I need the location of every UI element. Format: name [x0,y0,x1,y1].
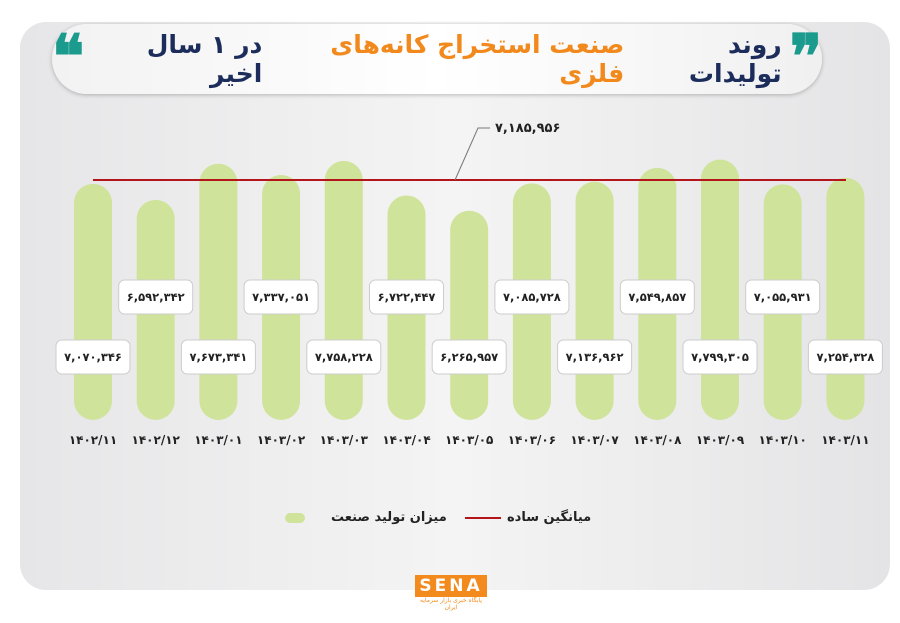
data-label: ۶,۵۹۲,۳۴۲ [127,290,185,304]
sena-logo: SENA پایگاه خبری بازار سرمایه ایران [415,575,487,611]
data-label: ۷,۷۵۸,۲۲۸ [315,350,373,364]
legend-label-production: میزان تولید صنعت [331,510,447,525]
bar [74,183,112,420]
close-quote-icon: ❝ [52,22,85,92]
data-label: ۶,۷۲۲,۴۴۷ [378,290,436,304]
bar [826,177,865,420]
data-label-box [494,279,570,315]
x-tick-label: ۱۴۰۳/۱۱ [821,433,869,447]
logo-subtitle: پایگاه خبری بازار سرمایه ایران [420,597,482,611]
data-label: ۷,۱۳۶,۹۶۲ [566,350,624,364]
data-label-box [745,279,821,315]
data-label-box [619,279,695,315]
x-tick-label: ۱۴۰۲/۱۲ [132,433,181,447]
data-label-box [369,279,444,315]
title-part3: در ۱ سال اخیر [146,30,263,88]
average-value-label: ۷,۱۸۵,۹۵۶ [495,121,560,136]
x-tick-label: ۱۴۰۳/۰۵ [445,433,493,447]
bar [324,160,363,421]
bar [450,210,489,420]
x-tick-label: ۱۴۰۳/۰۳ [320,433,369,447]
data-label-box [243,279,319,315]
data-label-box [55,339,131,375]
x-tick-label: ۱۴۰۳/۱۰ [759,433,807,447]
open-quote-icon: ❞ [789,22,822,92]
data-label-box [180,339,256,375]
bar [199,163,238,420]
average-leader-line [454,127,490,181]
data-label-box [557,339,633,375]
legend-swatch-red [465,516,501,519]
x-tick-label: ۱۴۰۳/۰۲ [257,433,306,447]
data-label-box [807,339,883,375]
x-tick-label: ۱۴۰۳/۰۹ [696,433,745,447]
legend-label-average: میانگین ساده [507,510,592,525]
title-part1: روند تولیدات [688,30,782,88]
data-label-box [118,279,194,315]
legend-production: میزان تولید صنعت [285,510,447,525]
data-label: ۷,۵۴۹,۸۵۷ [628,290,686,304]
x-tick-label: ۱۴۰۲/۱۱ [69,433,117,447]
x-tick-label: ۱۴۰۳/۰۱ [194,433,242,447]
data-label: ۷,۰۷۰,۳۴۶ [64,350,122,364]
bar [575,181,614,420]
data-label: ۷,۰۸۵,۷۲۸ [503,290,561,304]
logo-text: SENA [415,575,487,597]
data-label: ۷,۲۵۴,۳۲۸ [816,350,874,364]
x-tick-label: ۱۴۰۳/۰۷ [570,433,619,447]
data-label-box [306,339,382,375]
data-label-box [682,339,758,375]
data-label: ۷,۷۹۹,۳۰۵ [691,350,749,364]
x-tick-label: ۱۴۰۳/۰۸ [633,433,682,447]
x-tick-label: ۱۴۰۳/۰۴ [382,433,430,447]
legend-swatch-green [285,512,305,523]
x-tick-label: ۱۴۰۳/۰۶ [508,433,556,447]
title-part2: صنعت استخراج کانه‌های فلزی [330,30,625,88]
bar [701,159,739,420]
data-label: ۶,۲۶۵,۹۵۷ [440,350,498,364]
chart-title: ❞ روند تولیدات صنعت استخراج کانه‌های فلز… [52,24,822,94]
data-label: ۷,۶۷۳,۳۴۱ [189,350,247,364]
legend-average: میانگین ساده [465,510,591,525]
data-label-box [431,339,507,375]
data-label: ۷,۳۳۷,۰۵۱ [252,290,310,304]
data-label: ۷,۰۵۵,۹۳۱ [754,290,812,304]
